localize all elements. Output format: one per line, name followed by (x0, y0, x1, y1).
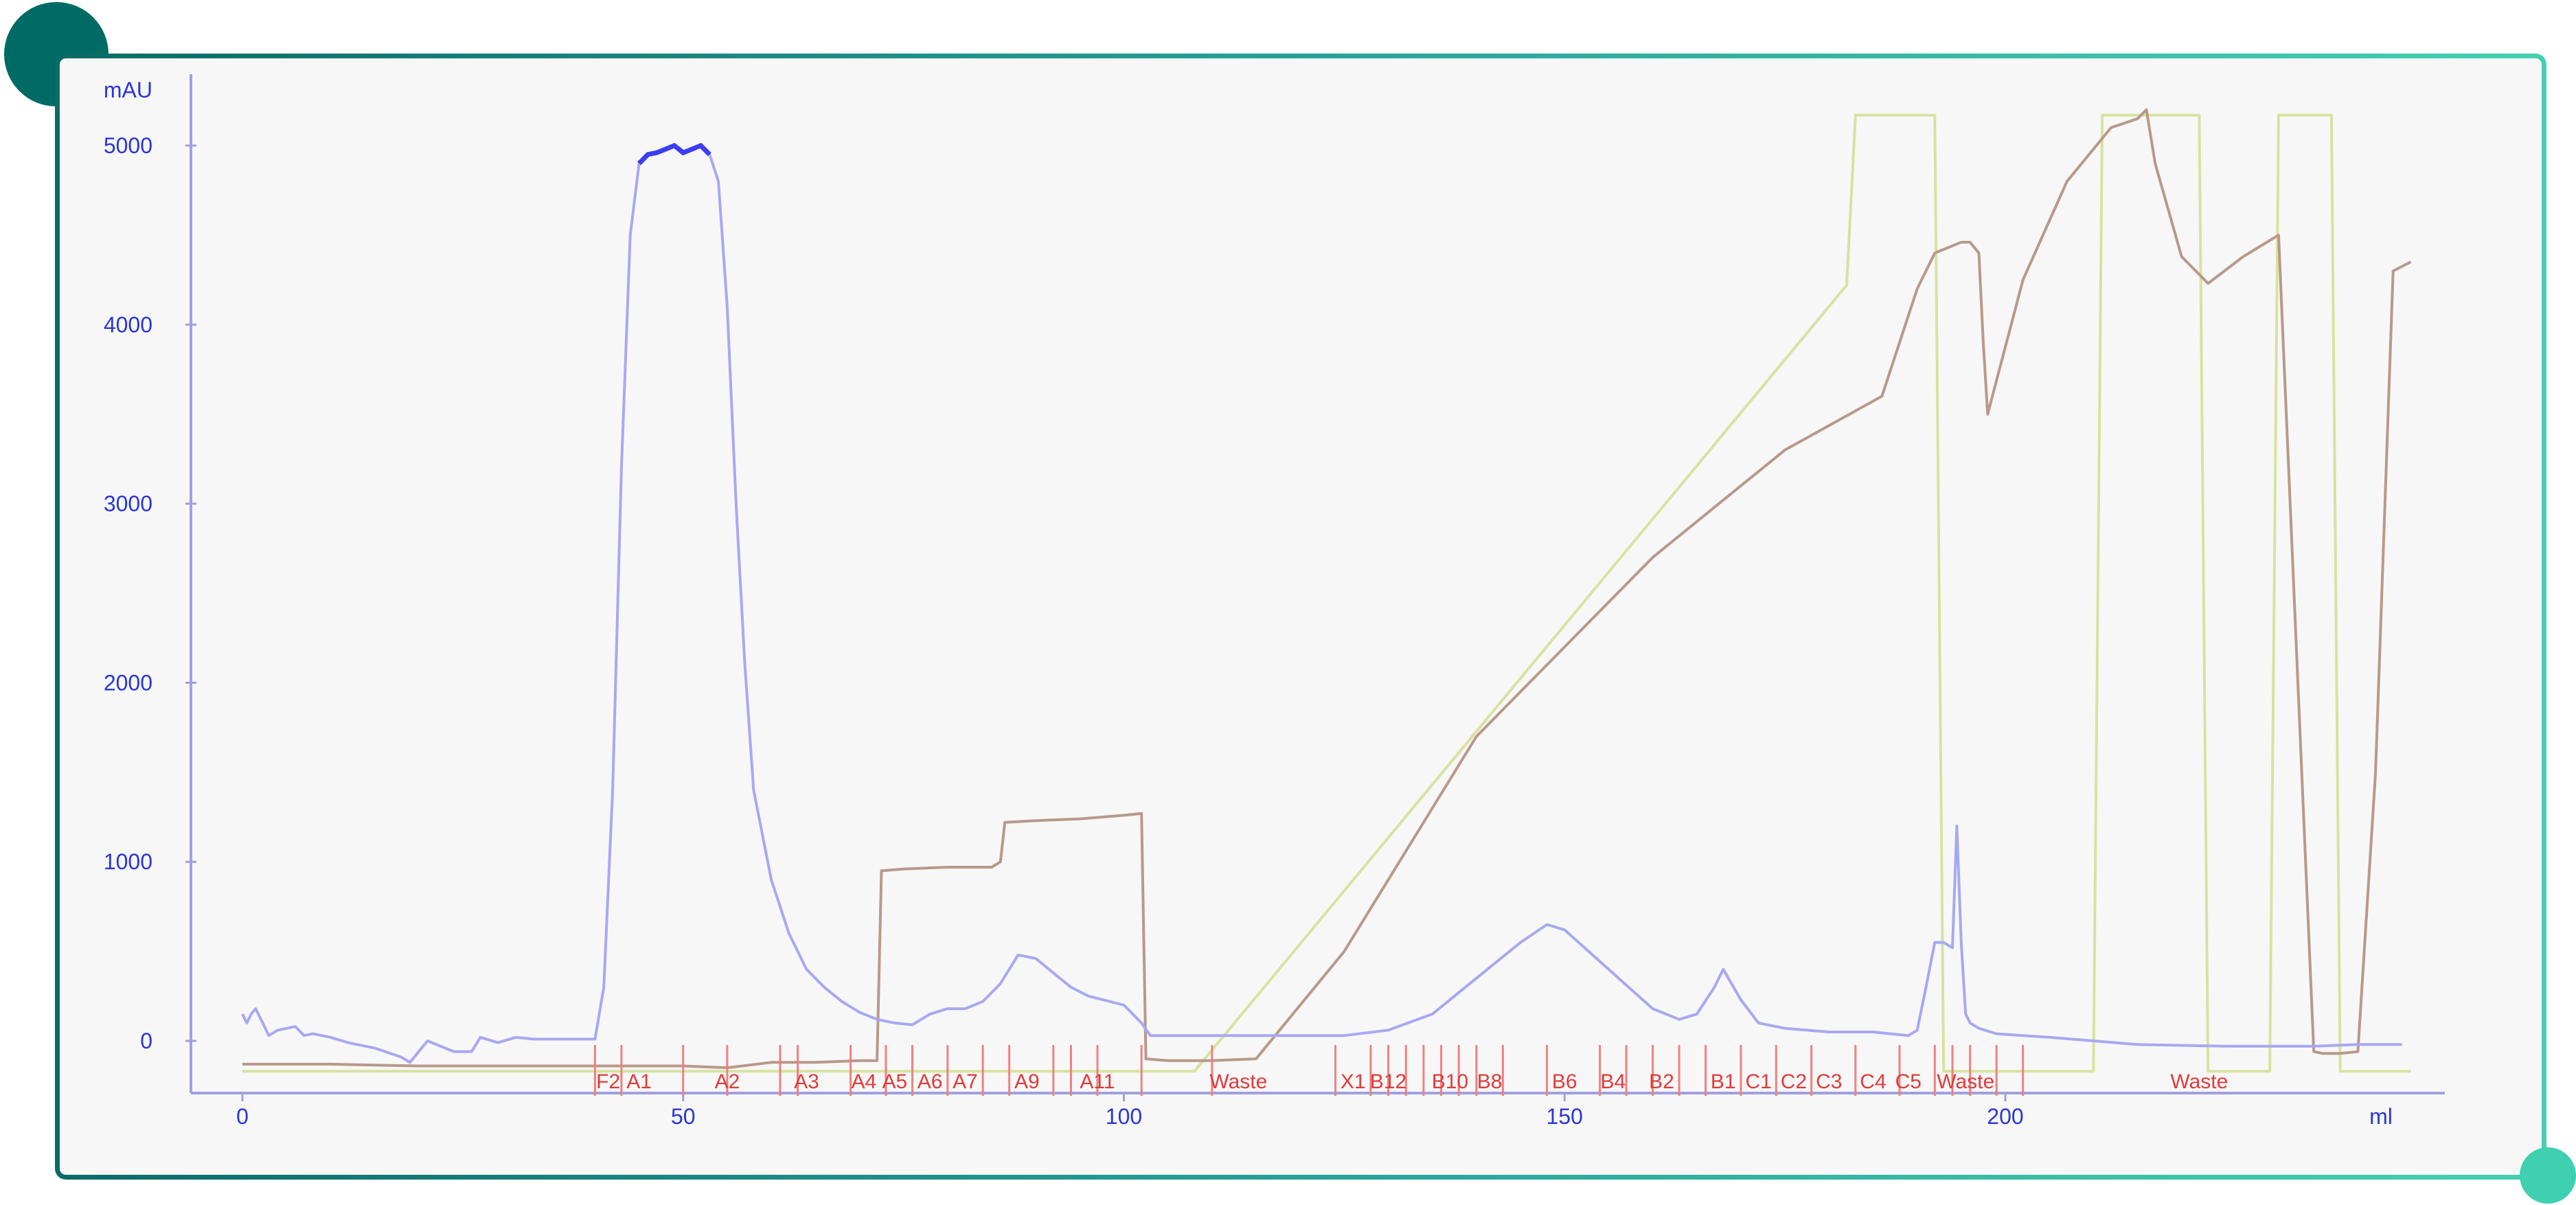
fraction-label: B8 (1477, 1070, 1503, 1093)
x-ticks: 0 50 100 150 200 (236, 1093, 2024, 1129)
fraction-label: Waste (1937, 1070, 1994, 1093)
fraction-label: A4 (852, 1070, 877, 1093)
corner-dot-bottom-right (2520, 1147, 2576, 1204)
fraction-label: C4 (1860, 1070, 1886, 1093)
fraction-label: B1 (1711, 1070, 1736, 1093)
fraction-label: C1 (1745, 1070, 1771, 1093)
fraction-label: A7 (953, 1070, 978, 1093)
fraction-label: C2 (1781, 1070, 1807, 1093)
fraction-label: B10 (1432, 1070, 1468, 1093)
conductivity-line (242, 108, 2412, 1070)
fraction-label: C3 (1816, 1070, 1842, 1093)
x-axis-label: ml (2369, 1104, 2393, 1129)
x-tick-label: 50 (671, 1104, 696, 1129)
fraction-label: B4 (1600, 1070, 1626, 1093)
y-tick-label: 5000 (104, 133, 152, 158)
y-tick-label: 1000 (104, 849, 152, 874)
fraction-label: A5 (882, 1070, 907, 1093)
fraction-label: A2 (715, 1070, 740, 1093)
x-tick-label: 200 (1987, 1104, 2023, 1129)
fraction-label: A1 (626, 1070, 652, 1093)
fractions-layer: F2 A1 A2 A3 A4 A5 A6 A7 A9 A11 Waste X1 B12 B10 B8 B6 B4… (593, 1045, 2228, 1096)
x-tick-label: 100 (1106, 1104, 1142, 1129)
fraction-label: X1 (1341, 1070, 1366, 1093)
y-tick-label: 3000 (104, 492, 152, 516)
fraction-label: B12 (1370, 1070, 1406, 1093)
y-axis-label: mAU (104, 78, 152, 102)
series-layer (241, 108, 2412, 1073)
uv-saturated-plateau (637, 142, 711, 165)
fraction-label: A11 (1080, 1070, 1115, 1093)
x-tick-label: 0 (236, 1104, 249, 1129)
fraction-label: Waste (1209, 1070, 1267, 1093)
fraction-label: B6 (1552, 1070, 1577, 1093)
uv-absorbance-line (241, 144, 2402, 1064)
y-tick-label: 4000 (104, 312, 152, 337)
axes: mAU ml (104, 74, 2445, 1129)
y-tick-label: 2000 (104, 670, 152, 695)
fraction-label: A6 (917, 1070, 943, 1093)
y-tick-label: 0 (140, 1029, 152, 1053)
x-tick-label: 150 (1547, 1104, 1583, 1129)
fraction-label: Waste (2170, 1070, 2228, 1093)
fraction-label: C5 (1895, 1070, 1922, 1093)
fraction-label: F2 (596, 1070, 620, 1093)
gradient-line (242, 113, 2411, 1073)
fraction-label: B2 (1649, 1070, 1674, 1093)
chart-frame (55, 54, 2546, 1180)
fraction-label: A9 (1014, 1070, 1040, 1093)
y-ticks: 0 1000 2000 3000 4000 5000 (104, 133, 196, 1053)
fraction-label: A3 (794, 1070, 819, 1093)
